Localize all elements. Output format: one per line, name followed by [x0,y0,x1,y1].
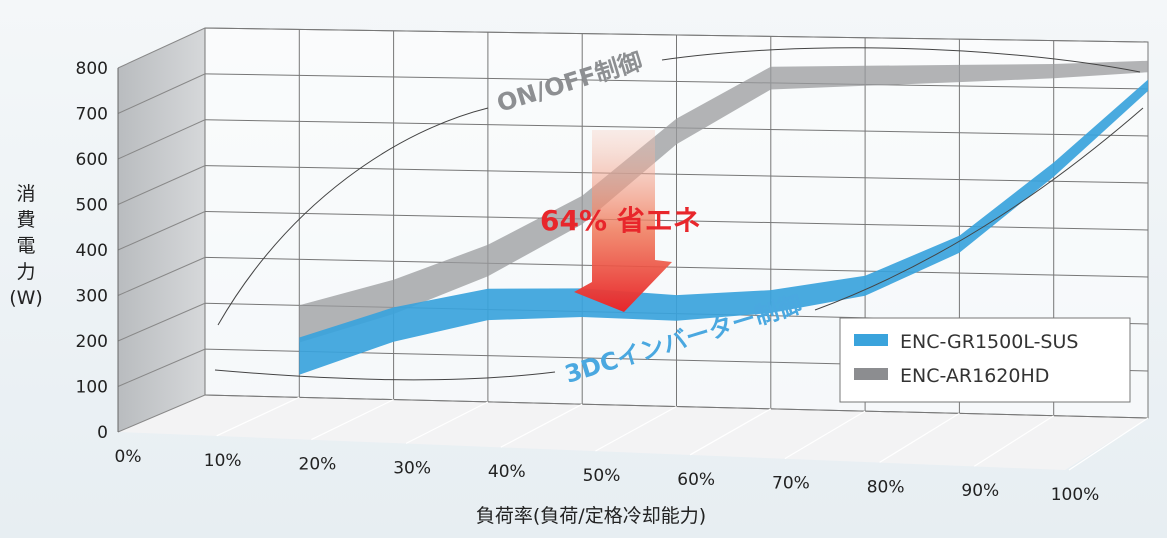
wall-h-400 [117,211,206,251]
floor-line-2 [311,399,394,441]
legend-label-gr1500: ENC-GR1500L-SUS [900,331,1078,353]
left-wall [118,28,205,432]
floor-line-1 [216,396,300,437]
y-tick-label: 300 [76,287,108,307]
x-tick-label: 40% [488,462,526,482]
x-tick-label: 30% [393,458,431,478]
wall-h-700 [117,73,206,114]
wall-h-200 [117,302,206,342]
y-tick-label: 600 [76,150,108,170]
x-axis-label: 負荷率(負荷/定格冷却能力) [476,505,706,527]
x-tick-label: 60% [677,470,715,490]
wall-h-0 [117,394,206,433]
wall-h-100 [117,348,206,387]
wall-h-500 [117,165,206,205]
saving-label: 64% 省エネ [540,204,701,237]
legend-box [839,317,1131,403]
y-axis-label-char: 費 [16,209,35,231]
floor-line-3 [405,401,489,444]
x-tick-label: 90% [961,481,999,501]
x-tick-label: 20% [299,455,337,475]
floor-line-9 [973,415,1055,467]
floor-line-6 [689,408,772,456]
onoff-curve-top [661,47,1141,73]
legend-swatch-ar1620 [854,368,888,380]
y-axis-label-char: (W) [9,287,43,309]
inverter-curve [214,369,556,381]
y-tick-label: 200 [76,332,108,352]
x-tick-label: 50% [583,466,621,486]
y-tick-label: 400 [76,241,108,261]
legend-swatch-gr1500 [854,334,888,346]
y-axis-label-char: 消 [16,183,35,205]
floor-line-7 [784,410,866,460]
y-tick-label: 700 [76,105,108,125]
series-layer [299,60,1149,375]
y-tick-label: 800 [76,59,108,79]
floor-line-10 [1068,417,1149,471]
wall-h-600 [117,119,206,160]
saving-arrow [574,130,672,312]
y-tick-label: 500 [76,196,108,216]
onoff-curve [217,107,489,326]
ticks-layer: 0 100 200 300 400 500 600 700 800 0% 10% 20% 30% 40% 5… [76,59,1100,505]
wall-h-300 [117,256,206,296]
inverter-curve-right [814,107,1144,311]
x-tick-label: 80% [867,477,905,497]
x-tick-label: 10% [204,451,242,471]
legend-label-ar1620: ENC-AR1620HD [900,365,1049,387]
y-tick-label: 100 [76,378,108,398]
x-tick-label: 0% [115,447,142,467]
legend: ENC-GR1500L-SUS ENC-AR1620HD [839,317,1131,403]
y-axis-label-char: 電 [16,235,35,257]
wall-h-800 [117,27,206,69]
series-ribbon-ENC-GR1500L-SUS [299,79,1148,375]
floor-line-8 [879,412,960,463]
y-axis-label-char: 力 [16,261,35,283]
floor-line-5 [595,405,677,452]
x-tick-label: 70% [772,474,810,494]
x-tick-label: 100% [1051,485,1100,505]
y-tick-label: 0 [97,423,108,443]
floor [118,395,1148,470]
floor-line-4 [500,403,583,448]
